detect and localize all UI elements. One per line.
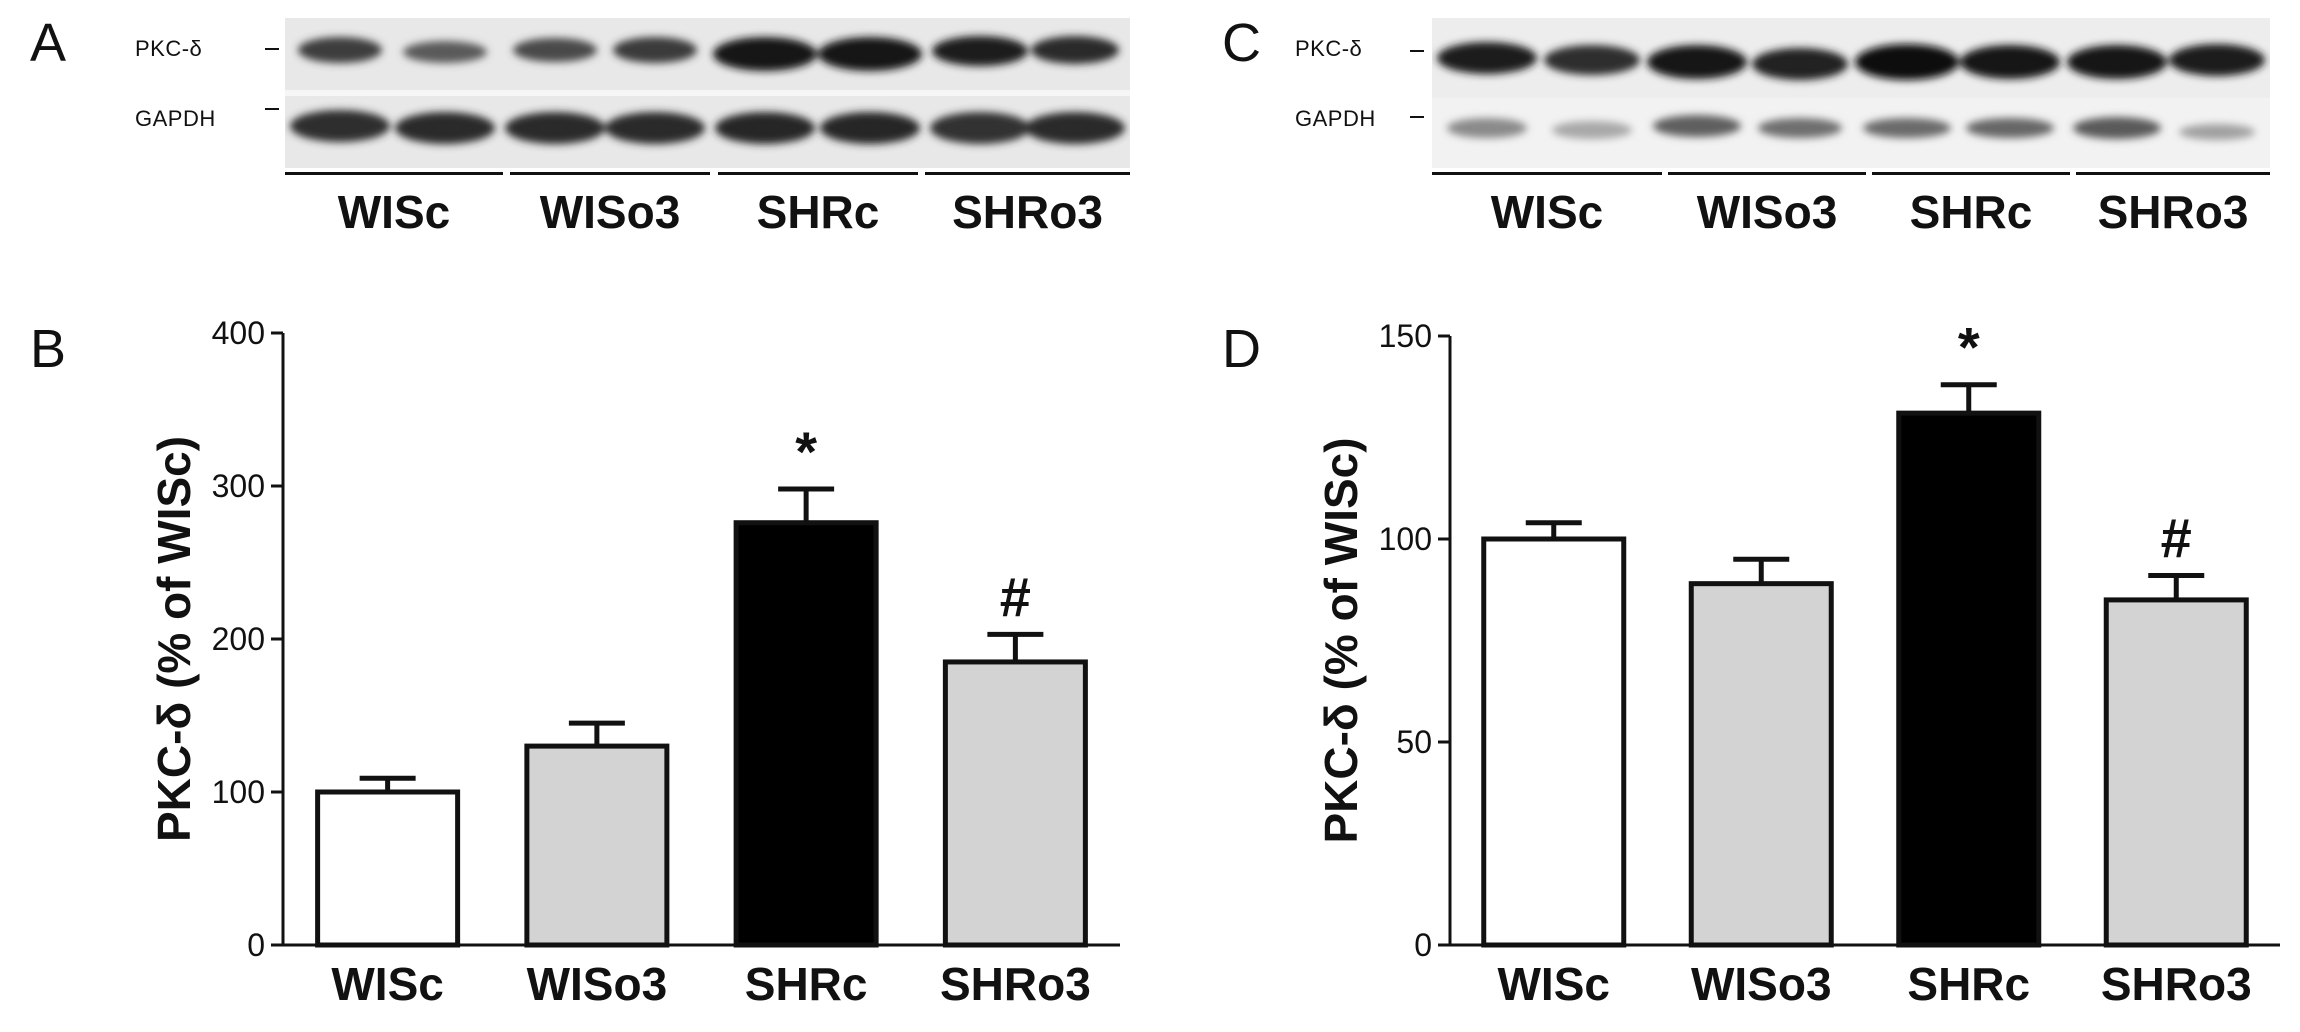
- significance-mark-d: #: [2161, 507, 2192, 570]
- y-axis-title-d: PKC-δ (% of WISc): [1315, 437, 1367, 843]
- panel-letter-c: C: [1222, 13, 1261, 73]
- loading-label-c: GAPDH: [1295, 106, 1376, 131]
- bar-d-shro3: [2103, 597, 2249, 948]
- x-tick-label-b: SHRo3: [940, 958, 1091, 1010]
- bar-d-wisc: [1481, 536, 1627, 948]
- blot-image-a: [285, 18, 1130, 168]
- bar-b-shrc: [733, 520, 879, 948]
- x-tick-label-d: SHRc: [1907, 958, 2030, 1010]
- group-line-c-1: [1432, 172, 1662, 175]
- protein-label-c: PKC-δ: [1295, 36, 1363, 61]
- x-tick-label-b: SHRc: [745, 958, 868, 1010]
- loading-tick-a: [265, 108, 279, 110]
- group-label-c-2: WISo3: [1696, 186, 1838, 238]
- y-tick-label-d: 150: [1379, 318, 1432, 354]
- group-label-a-4: SHRo3: [952, 186, 1103, 238]
- y-tick-label-b: 400: [212, 315, 265, 351]
- bar-d-wiso3: [1688, 581, 1834, 948]
- group-line-a-2: [510, 172, 710, 175]
- bar-d-shrc: [1896, 410, 2042, 948]
- group-label-c-4: SHRo3: [2097, 186, 2249, 238]
- y-tick-label-b: 200: [212, 621, 265, 657]
- group-line-a-4: [925, 172, 1130, 175]
- group-label-a-1: WISc: [337, 186, 451, 238]
- y-tick-label-b: 100: [212, 774, 265, 810]
- group-label-c-3: SHRc: [1909, 186, 2033, 238]
- protein-tick-a: [265, 48, 279, 50]
- group-label-c-1: WISc: [1490, 186, 1604, 238]
- protein-label-a: PKC-δ: [135, 36, 203, 61]
- bar-chart-b: 0 100 200 300 400 PKC-δ (% of WISc) WISc WISo3 S…: [148, 315, 1120, 1010]
- bar-b-wiso3: [524, 743, 670, 948]
- panel-letter-a: A: [30, 13, 67, 73]
- group-line-a-1: [285, 172, 503, 175]
- group-line-a-3: [718, 172, 918, 175]
- group-label-a-3: SHRc: [756, 186, 880, 238]
- y-tick-label-b: 0: [247, 927, 265, 963]
- loading-label-a: GAPDH: [135, 106, 216, 131]
- y-tick-label-d: 100: [1379, 521, 1432, 557]
- panel-letter-d: D: [1222, 319, 1261, 379]
- y-tick-label-d: 50: [1396, 724, 1432, 760]
- bar-b-wisc: [315, 789, 461, 948]
- significance-mark-b: *: [795, 420, 817, 483]
- y-axis-title-b: PKC-δ (% of WISc): [148, 436, 200, 842]
- group-label-a-2: WISo3: [539, 186, 681, 238]
- bar-b-shro3: [942, 659, 1088, 948]
- x-tick-label-b: WISc: [331, 958, 443, 1010]
- group-line-c-4: [2076, 172, 2270, 175]
- x-tick-label-d: WISo3: [1691, 958, 1832, 1010]
- significance-mark-b: #: [1000, 565, 1031, 628]
- y-tick-label-b: 300: [212, 468, 265, 504]
- protein-tick-c: [1410, 50, 1424, 52]
- y-tick-label-d: 0: [1414, 927, 1432, 963]
- bar-chart-d: 0 50 100 150 PKC-δ (% of WISc) WISc WISo3 SHRc *…: [1315, 316, 2280, 1010]
- group-line-c-3: [1872, 172, 2070, 175]
- significance-mark-d: *: [1958, 316, 1980, 379]
- x-tick-label-d: WISc: [1498, 958, 1610, 1010]
- x-tick-label-b: WISo3: [527, 958, 668, 1010]
- panel-letter-b: B: [30, 319, 67, 379]
- blot-image-c: [1432, 18, 2270, 168]
- x-tick-label-d: SHRo3: [2101, 958, 2252, 1010]
- group-line-c-2: [1668, 172, 1866, 175]
- loading-tick-c: [1410, 116, 1424, 118]
